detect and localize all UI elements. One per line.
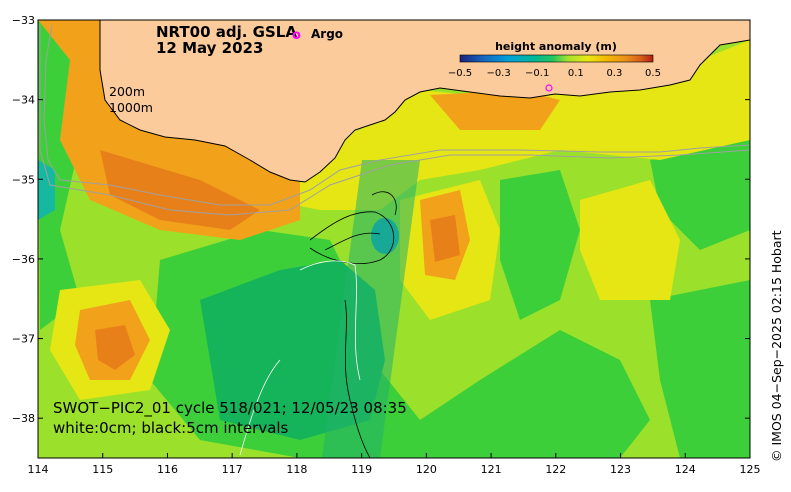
field-darkorange-core	[100, 150, 260, 230]
x-tick-label: 119	[351, 463, 372, 476]
contour-black	[371, 191, 397, 216]
x-tick-label: 114	[28, 463, 49, 476]
contour-black	[344, 299, 371, 458]
isobath-label-200m: 200m	[109, 84, 145, 99]
colorbar-tick-label: −0.1	[525, 68, 549, 79]
colorbar-tick-label: 0.5	[645, 68, 661, 79]
x-tick-label: 115	[92, 463, 113, 476]
y-tick-label: −35	[12, 173, 35, 186]
x-tick-label: 123	[610, 463, 631, 476]
isobath-label-1000m: 1000m	[109, 100, 153, 115]
x-tick-label: 120	[416, 463, 437, 476]
y-tick-label: −37	[12, 333, 35, 346]
colorbar-title: height anomaly (m)	[495, 40, 617, 53]
contour-white	[299, 260, 361, 381]
field-darkorange-sw	[95, 325, 135, 370]
x-tick-label: 121	[481, 463, 502, 476]
field-green-east	[500, 170, 580, 320]
title-line1: NRT00 adj. GSLA	[156, 23, 297, 41]
colorbar: height anomaly (m) −0.5 −0.3 −0.1 0.1 0.3 0.5	[448, 40, 661, 79]
isobaths	[39, 24, 750, 216]
colorbar-tick-label: −0.5	[448, 68, 472, 79]
x-tick-label: 122	[545, 463, 566, 476]
y-axis: −33 −34 −35 −36 −37 −38	[12, 14, 750, 425]
colorbar-gradient	[459, 54, 654, 63]
y-tick-label: −36	[12, 253, 35, 266]
argo-floats	[545, 84, 553, 92]
contour-black	[324, 232, 381, 251]
argo-legend-symbol: o	[292, 28, 301, 43]
argo-legend-label: Argo	[311, 27, 343, 41]
swot-annotation: SWOT−PIC2_01 cycle 518/021; 12/05/23 08:…	[53, 399, 407, 418]
x-axis: 114 115 116 117 118 119 120 121 122 123 124 125	[28, 453, 761, 476]
field-green-east2	[650, 140, 750, 250]
isobath-1000m	[39, 25, 750, 216]
x-tick-label: 118	[286, 463, 307, 476]
y-tick-label: −38	[12, 412, 35, 425]
field-darkorange-core2	[430, 215, 460, 262]
contour-annotation: white:0cm; black:5cm intervals	[53, 419, 289, 437]
argo-float-marker	[545, 84, 553, 92]
x-tick-label: 117	[222, 463, 243, 476]
x-tick-label: 116	[157, 463, 178, 476]
title-line2: 12 May 2023	[156, 39, 263, 57]
contours	[239, 191, 397, 458]
x-tick-label: 124	[675, 463, 696, 476]
contour-white	[239, 359, 281, 456]
field-orange-coast	[430, 90, 560, 130]
field-cyan-west	[38, 160, 55, 220]
field-green-se	[650, 280, 750, 458]
y-tick-label: −33	[12, 14, 35, 27]
plot-frame	[37, 19, 751, 459]
isobath-200m	[43, 24, 750, 206]
field-yellow-east	[580, 180, 680, 300]
eddy-low	[371, 218, 399, 254]
colorbar-tick-label: −0.3	[486, 68, 510, 79]
plot-area	[38, 20, 750, 458]
x-tick-label: 125	[740, 463, 761, 476]
colorbar-tick-label: 0.3	[606, 68, 622, 79]
colorbar-tick-label: 0.1	[568, 68, 584, 79]
y-tick-label: −34	[12, 94, 35, 107]
imos-credit: © IMOS 04−Sep−2025 02:15 Hobart	[769, 230, 784, 462]
